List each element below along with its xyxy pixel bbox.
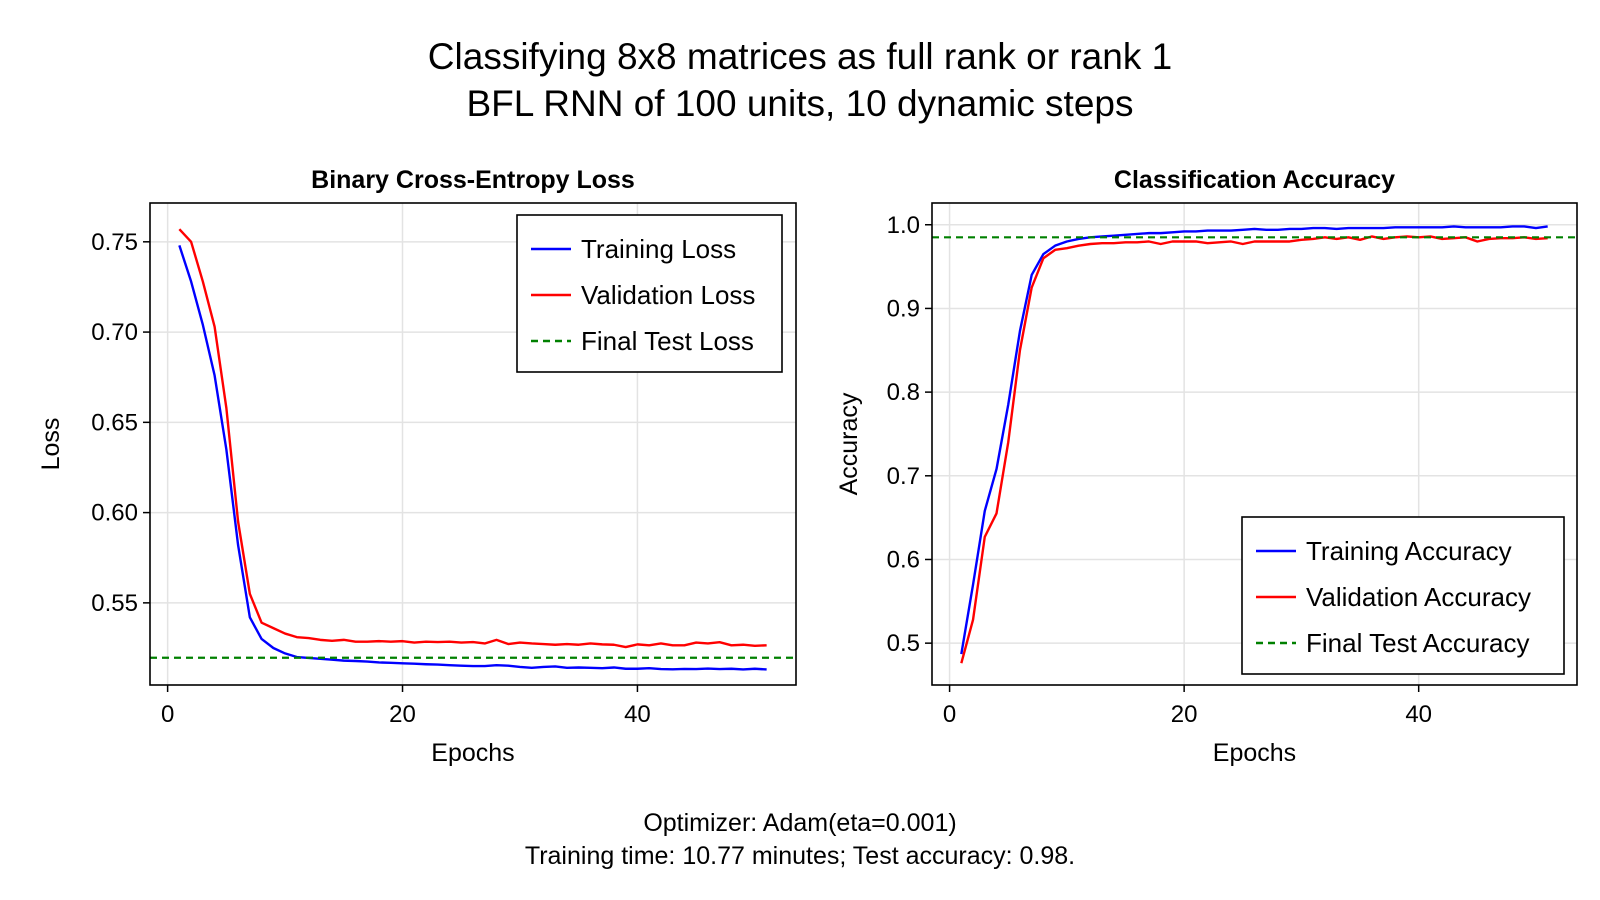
legend-entry: Training Accuracy [1306, 536, 1512, 566]
validation-accuracy-line [960, 235, 1548, 664]
y-tick-label: 0.9 [887, 295, 920, 322]
y-tick-label: 0.7 [887, 463, 920, 490]
legend-box [516, 214, 783, 373]
legend-entry: Validation Loss [581, 280, 755, 310]
y-tick-label: 0.70 [91, 319, 138, 346]
legend-entry: Validation Accuracy [1306, 582, 1531, 612]
y-tick-label: 0.5 [887, 630, 920, 657]
plot-frame [931, 202, 1578, 686]
optimizer-note: Optimizer: Adam(eta=0.001) [643, 809, 957, 837]
legend-entry: Training Loss [581, 234, 736, 264]
legend-entry: Final Test Loss [581, 326, 754, 356]
chart-title: Classification Accuracy [1114, 166, 1395, 194]
x-tick-label: 20 [389, 701, 416, 728]
figure-subtitle: BFL RNN of 100 units, 10 dynamic steps [466, 83, 1134, 124]
x-tick-label: 40 [1405, 701, 1432, 728]
y-tick-label: 0.55 [91, 590, 138, 617]
chart-panel-2: 0 20 40 0.5 0.6 0.7 0.8 0.9 1.0 Classification Ac… [835, 166, 1578, 767]
figure-title: Classifying 8x8 matrices as full rank or… [427, 36, 1173, 77]
training-loss-line [178, 245, 767, 671]
chart-panel-1: 0 20 40 0.55 0.60 0.65 0.70 0.75 Binary Cross-En… [37, 166, 797, 767]
x-axis-label: Epochs [1213, 739, 1296, 767]
x-axis-label: Epochs [431, 739, 514, 767]
training-accuracy-line [960, 225, 1548, 655]
legend: Training Loss Validation Loss Final Test L… [516, 214, 783, 373]
y-axis-label: Accuracy [835, 392, 863, 495]
legend: Training Accuracy Validation Accuracy Fina… [1241, 516, 1565, 675]
y-tick-label: 0.60 [91, 500, 138, 527]
y-tick-label: 0.75 [91, 229, 138, 256]
x-tick-label: 20 [1171, 701, 1198, 728]
y-tick-label: 0.65 [91, 409, 138, 436]
x-tick-label: 0 [161, 701, 174, 728]
chart-title: Binary Cross-Entropy Loss [311, 166, 635, 194]
validation-loss-line [178, 228, 767, 649]
y-tick-label: 0.6 [887, 546, 920, 573]
x-tick-label: 40 [624, 701, 651, 728]
y-tick-label: 1.0 [887, 212, 920, 239]
y-tick-label: 0.8 [887, 379, 920, 406]
plot-frame [149, 202, 797, 686]
legend-box [1241, 516, 1565, 675]
y-axis-label: Loss [37, 418, 65, 471]
legend-entry: Final Test Accuracy [1306, 628, 1530, 658]
x-tick-label: 0 [943, 701, 956, 728]
training-time-note: Training time: 10.77 minutes; Test accur… [524, 842, 1076, 870]
